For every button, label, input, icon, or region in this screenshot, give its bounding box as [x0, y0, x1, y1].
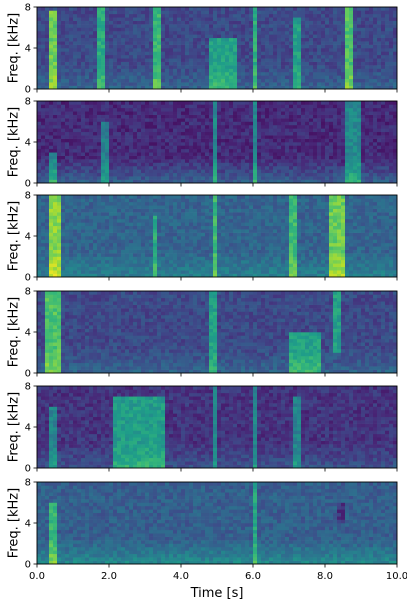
x-tick-label: 0.0 — [29, 571, 45, 582]
y-tick-label: 0 — [25, 273, 31, 284]
x-tick-label: 6.0 — [245, 571, 261, 582]
y-tick-label: 8 — [25, 382, 31, 393]
y-tick-label: 4 — [25, 138, 31, 149]
y-tick-label: 0 — [25, 464, 31, 475]
y-axis-label: Freq. [kHz] — [7, 297, 22, 367]
spectrogram-image — [37, 386, 398, 469]
y-tick-label: 8 — [25, 97, 31, 108]
y-tick-label: 0 — [25, 179, 31, 190]
spectrogram-image — [37, 291, 398, 374]
y-tick-label: 8 — [25, 287, 31, 298]
y-tick-label: 4 — [25, 44, 31, 55]
y-axis-label: Freq. [kHz] — [7, 488, 22, 558]
y-tick-label: 4 — [25, 519, 31, 530]
x-tick-label: 10.0 — [386, 571, 407, 582]
spectrogram-image — [37, 101, 398, 184]
y-tick-label: 4 — [25, 423, 31, 434]
y-tick-label: 4 — [25, 328, 31, 339]
x-tick-label: 4.0 — [173, 571, 189, 582]
y-tick-label: 8 — [25, 191, 31, 202]
y-axis-label: Freq. [kHz] — [7, 201, 22, 271]
y-tick-label: 8 — [25, 3, 31, 14]
x-axis-label: Time [s] — [190, 586, 244, 601]
y-axis-label: Freq. [kHz] — [7, 13, 22, 83]
y-tick-label: 0 — [25, 560, 31, 571]
spectrogram-image — [37, 482, 398, 565]
y-tick-label: 8 — [25, 478, 31, 489]
y-tick-label: 0 — [25, 85, 31, 96]
spectrogram-image — [37, 195, 398, 278]
x-tick-label: 2.0 — [101, 571, 117, 582]
y-tick-label: 4 — [25, 232, 31, 243]
y-tick-label: 0 — [25, 369, 31, 380]
spectrogram-image — [37, 7, 398, 90]
y-axis-label: Freq. [kHz] — [7, 392, 22, 462]
y-axis-label: Freq. [kHz] — [7, 107, 22, 177]
x-tick-label: 8.0 — [317, 571, 333, 582]
